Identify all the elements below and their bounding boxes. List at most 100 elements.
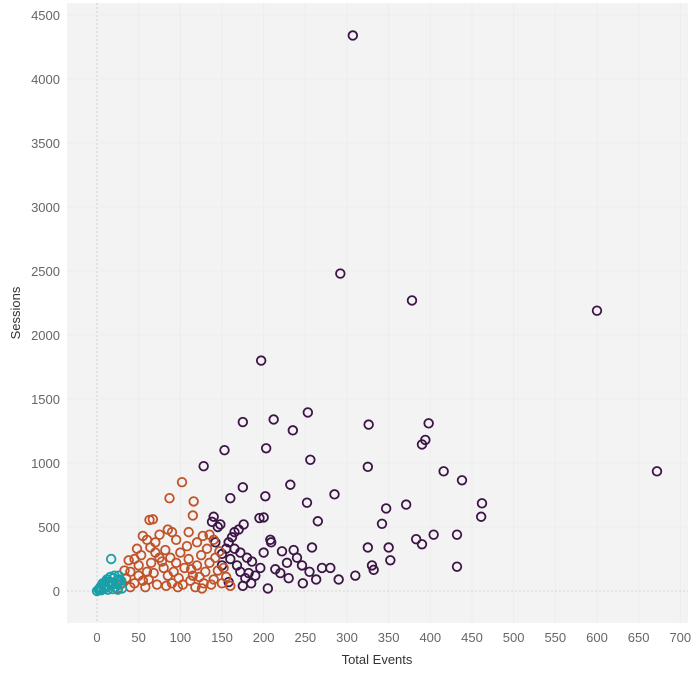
data-point bbox=[119, 565, 130, 576]
data-point bbox=[158, 562, 169, 574]
data-point bbox=[212, 521, 224, 533]
data-point bbox=[475, 511, 487, 522]
data-point bbox=[226, 532, 238, 543]
data-point bbox=[296, 560, 308, 571]
data-point bbox=[362, 461, 374, 473]
data-point bbox=[376, 518, 388, 530]
data-point bbox=[204, 557, 215, 569]
data-point bbox=[438, 466, 449, 477]
data-point bbox=[302, 407, 314, 418]
data-point bbox=[185, 564, 197, 575]
y-tick-label: 3500 bbox=[31, 136, 60, 151]
data-point bbox=[94, 583, 105, 594]
data-point bbox=[288, 544, 299, 556]
data-point bbox=[304, 566, 315, 578]
data-point bbox=[145, 542, 156, 553]
data-point bbox=[208, 511, 219, 522]
data-point bbox=[225, 553, 236, 565]
data-point bbox=[176, 477, 188, 488]
data-point bbox=[451, 529, 463, 540]
x-tick-label: 50 bbox=[131, 630, 145, 645]
data-point bbox=[201, 543, 213, 554]
data-point bbox=[212, 565, 224, 576]
data-point bbox=[423, 418, 434, 429]
data-point bbox=[185, 575, 196, 586]
data-point bbox=[148, 567, 159, 579]
data-point bbox=[190, 581, 201, 593]
data-point bbox=[416, 439, 428, 450]
data-point bbox=[145, 557, 157, 569]
data-point bbox=[156, 556, 168, 567]
x-tick-label: 600 bbox=[586, 630, 608, 645]
grid bbox=[67, 3, 688, 623]
data-point bbox=[195, 549, 207, 561]
x-tick-label: 100 bbox=[169, 630, 191, 645]
data-point bbox=[154, 529, 165, 540]
data-point bbox=[220, 571, 232, 583]
y-tick-label: 500 bbox=[38, 520, 60, 535]
data-point bbox=[268, 414, 279, 425]
data-point bbox=[333, 574, 344, 585]
x-tick-label: 300 bbox=[336, 630, 358, 645]
data-point bbox=[183, 526, 194, 538]
data-point bbox=[287, 425, 299, 436]
data-point bbox=[428, 529, 439, 540]
data-point bbox=[165, 552, 176, 563]
data-point bbox=[260, 491, 271, 502]
data-point bbox=[133, 560, 144, 571]
data-point bbox=[206, 516, 218, 528]
x-tick-label: 650 bbox=[628, 630, 650, 645]
data-point bbox=[225, 580, 236, 592]
data-point bbox=[385, 555, 396, 566]
y-axis-title: Sessions bbox=[8, 286, 23, 339]
data-point bbox=[112, 584, 124, 595]
x-tick-label: 0 bbox=[93, 630, 100, 645]
data-point bbox=[283, 573, 294, 584]
data-point bbox=[160, 544, 171, 556]
data-point bbox=[179, 562, 190, 574]
data-point bbox=[218, 562, 229, 574]
data-point bbox=[168, 566, 179, 578]
x-tick-label: 400 bbox=[419, 630, 441, 645]
plot-background bbox=[67, 3, 688, 623]
data-point bbox=[306, 542, 318, 553]
data-point bbox=[115, 575, 127, 586]
x-axis-title: Total Events bbox=[342, 652, 413, 667]
x-tick-label: 350 bbox=[378, 630, 400, 645]
data-point bbox=[406, 295, 418, 306]
data-point bbox=[164, 493, 175, 504]
y-tick-label: 0 bbox=[53, 584, 60, 599]
data-point bbox=[265, 537, 277, 548]
data-point bbox=[225, 493, 236, 504]
y-tick-label: 1000 bbox=[31, 456, 60, 471]
x-tick-label: 150 bbox=[211, 630, 233, 645]
data-point bbox=[310, 574, 322, 585]
data-point bbox=[400, 499, 412, 510]
data-point bbox=[383, 542, 394, 553]
y-tick-label: 4000 bbox=[31, 72, 60, 87]
data-point bbox=[237, 416, 249, 428]
x-tick-label: 200 bbox=[253, 630, 275, 645]
data-point bbox=[191, 537, 203, 548]
data-point bbox=[297, 578, 309, 589]
data-point bbox=[198, 461, 209, 472]
data-point bbox=[187, 570, 199, 581]
data-point bbox=[160, 580, 172, 592]
points bbox=[91, 30, 663, 597]
data-point bbox=[368, 564, 379, 576]
data-point bbox=[214, 546, 225, 557]
x-tick-label: 550 bbox=[544, 630, 566, 645]
data-point bbox=[109, 570, 120, 581]
data-point bbox=[456, 475, 468, 486]
data-point bbox=[143, 574, 154, 585]
data-point bbox=[133, 570, 144, 581]
data-point bbox=[170, 534, 182, 546]
data-point bbox=[325, 562, 336, 574]
data-point bbox=[362, 542, 374, 553]
data-point bbox=[235, 566, 246, 578]
x-tick-label: 450 bbox=[461, 630, 483, 645]
data-point bbox=[260, 443, 272, 454]
data-point bbox=[197, 530, 209, 542]
data-point bbox=[285, 479, 296, 490]
